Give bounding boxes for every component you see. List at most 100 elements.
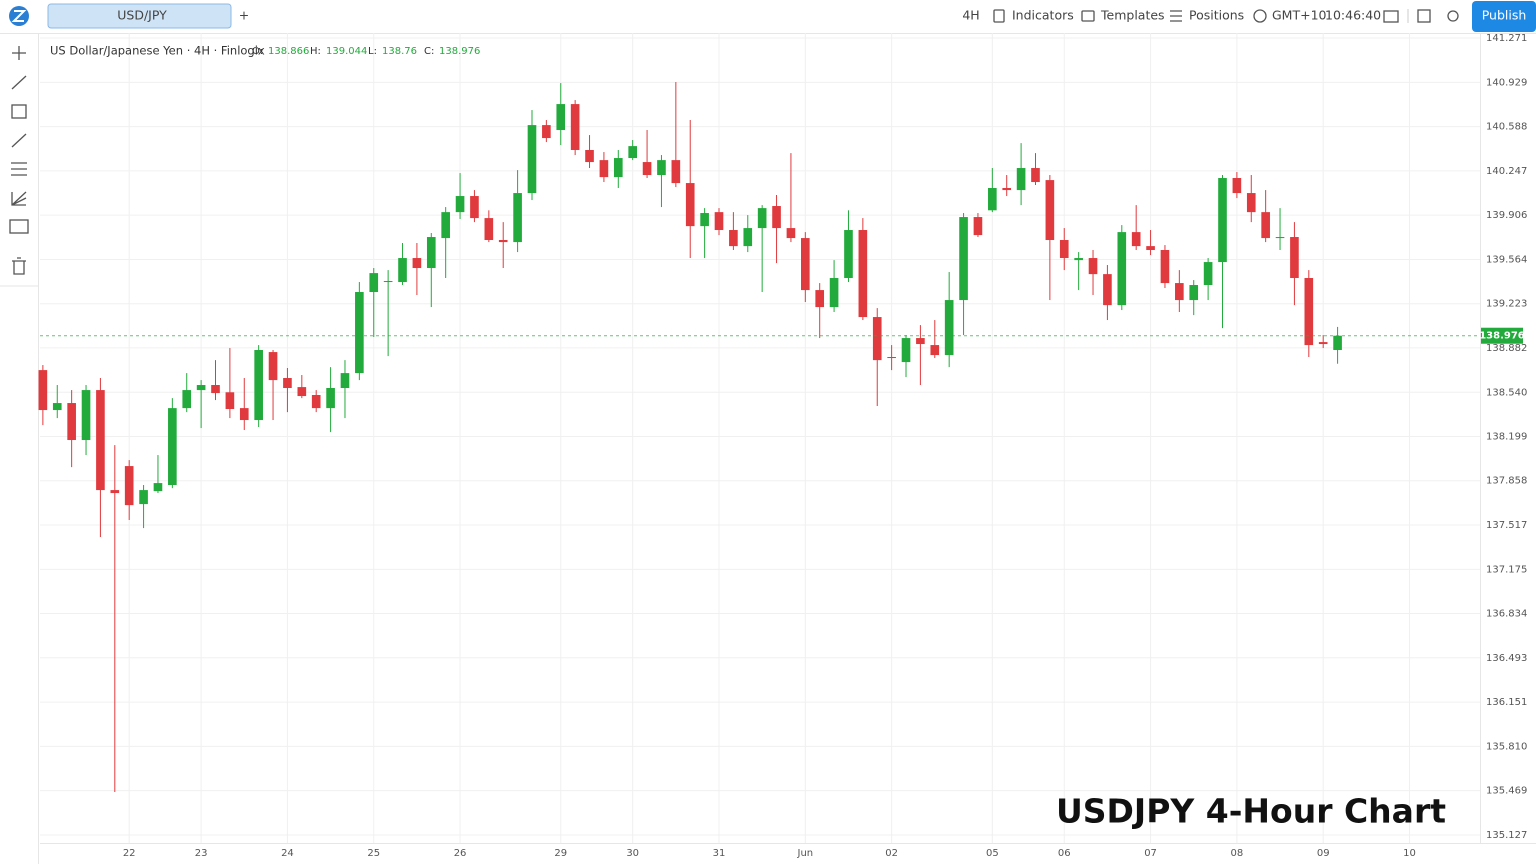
candle-body bbox=[1103, 274, 1112, 306]
candle-body bbox=[930, 345, 940, 356]
candle-body bbox=[239, 408, 249, 421]
settings-icon[interactable] bbox=[1447, 10, 1459, 22]
candle-body bbox=[311, 395, 321, 409]
x-tick-label: Jun bbox=[797, 848, 814, 859]
interval[interactable]: 4H bbox=[962, 8, 979, 23]
candle-body bbox=[441, 212, 450, 239]
candle-body bbox=[527, 125, 537, 194]
candle-body bbox=[412, 258, 422, 269]
candle-body bbox=[858, 230, 868, 318]
x-tick-label: 24 bbox=[281, 848, 294, 859]
templates-button[interactable]: Templates bbox=[1100, 8, 1165, 23]
candle-body bbox=[700, 213, 709, 227]
candle-body bbox=[542, 125, 551, 139]
y-tick-label: 136.834 bbox=[1486, 609, 1527, 620]
candle-body bbox=[844, 230, 853, 279]
open-value: 138.866 bbox=[268, 46, 309, 57]
text-tool[interactable] bbox=[9, 219, 29, 234]
delete-tool[interactable] bbox=[12, 257, 26, 275]
candle-body bbox=[1088, 258, 1098, 275]
tab[interactable] bbox=[47, 3, 232, 29]
close-label: C: bbox=[424, 46, 434, 57]
high-label: H: bbox=[310, 46, 321, 57]
x-tick-label: 25 bbox=[367, 848, 380, 859]
candle-body bbox=[599, 160, 609, 178]
low-value: 138.76 bbox=[382, 46, 417, 57]
candle-body bbox=[484, 218, 494, 241]
indicators-button[interactable]: Indicators bbox=[1012, 8, 1074, 23]
pattern-tool[interactable] bbox=[11, 191, 27, 206]
candle-body bbox=[916, 338, 925, 345]
candle-body bbox=[1031, 168, 1040, 183]
publish-button[interactable] bbox=[1472, 1, 1536, 32]
logo-mark bbox=[11, 10, 27, 22]
candle-body bbox=[268, 352, 278, 381]
screenshot-icon[interactable] bbox=[1383, 10, 1399, 23]
y-tick-label: 140.929 bbox=[1486, 77, 1527, 88]
x-tick-label: 08 bbox=[1231, 848, 1244, 859]
y-tick-label: 136.151 bbox=[1486, 697, 1527, 708]
path-tool[interactable] bbox=[11, 133, 27, 148]
candle-body bbox=[369, 273, 379, 293]
candle-body bbox=[139, 490, 148, 505]
y-tick-label: 135.127 bbox=[1486, 830, 1527, 841]
candle-body bbox=[628, 146, 638, 159]
y-tick-label: 139.906 bbox=[1486, 210, 1527, 221]
candle-body bbox=[556, 104, 566, 131]
candle-body bbox=[743, 228, 753, 247]
last-price-label: 138.976 bbox=[1479, 331, 1525, 342]
candle-body bbox=[1304, 278, 1314, 346]
candle-body bbox=[38, 370, 48, 411]
candle-body bbox=[570, 104, 580, 150]
candle-body bbox=[815, 290, 825, 308]
x-tick-label: 07 bbox=[1144, 848, 1157, 859]
candle-body bbox=[1290, 237, 1299, 279]
candle-body bbox=[642, 162, 652, 176]
candle-body bbox=[455, 196, 465, 213]
candle-body bbox=[657, 160, 666, 176]
candle-body bbox=[887, 357, 896, 359]
grid bbox=[40, 33, 1480, 843]
y-tick-label: 138.199 bbox=[1486, 432, 1527, 443]
candle-body bbox=[1131, 232, 1141, 247]
candle-body bbox=[355, 292, 364, 374]
publish-label[interactable]: Publish bbox=[1482, 8, 1527, 23]
timezone[interactable]: GMT+10 bbox=[1272, 8, 1327, 23]
candle-body bbox=[110, 490, 120, 494]
crosshair-tool[interactable] bbox=[12, 46, 26, 60]
rect-tool[interactable] bbox=[11, 104, 27, 119]
close-value: 138.976 bbox=[439, 46, 480, 57]
candle-body bbox=[340, 373, 350, 388]
candle-body bbox=[211, 385, 220, 394]
y-tick-label: 137.175 bbox=[1486, 564, 1527, 575]
candle-body bbox=[1261, 212, 1270, 239]
annotation: USDJPY 4-Hour Chart bbox=[1056, 792, 1446, 831]
candle-body bbox=[973, 217, 983, 236]
positions-button[interactable]: Positions bbox=[1189, 8, 1244, 23]
candle-body bbox=[944, 300, 954, 356]
candle-body bbox=[685, 183, 695, 227]
tab-label[interactable]: USD/JPY bbox=[117, 8, 167, 23]
candle-body bbox=[959, 217, 968, 301]
candle-body bbox=[225, 392, 235, 410]
candles bbox=[38, 82, 1480, 793]
y-tick-label: 141.271 bbox=[1486, 33, 1527, 44]
candle-body bbox=[772, 206, 781, 229]
x-tick-label: 30 bbox=[626, 848, 639, 859]
top-bar bbox=[0, 0, 1536, 33]
candle-body bbox=[829, 278, 839, 308]
x-tick-label: 05 bbox=[986, 848, 999, 859]
y-tick-label: 137.517 bbox=[1486, 520, 1527, 531]
y-tick-label: 135.469 bbox=[1486, 786, 1527, 797]
fib-tool[interactable] bbox=[11, 162, 27, 176]
candle-body bbox=[1016, 168, 1026, 191]
candle-body bbox=[1218, 178, 1227, 263]
candle-body bbox=[1318, 342, 1328, 345]
layout-icon[interactable] bbox=[1417, 9, 1431, 23]
candle-body bbox=[901, 338, 911, 363]
add-tab[interactable]: + bbox=[239, 8, 249, 23]
line-tool[interactable] bbox=[11, 75, 27, 90]
y-tick-label: 140.247 bbox=[1486, 166, 1527, 177]
y-tick-label: 138.882 bbox=[1486, 343, 1527, 354]
